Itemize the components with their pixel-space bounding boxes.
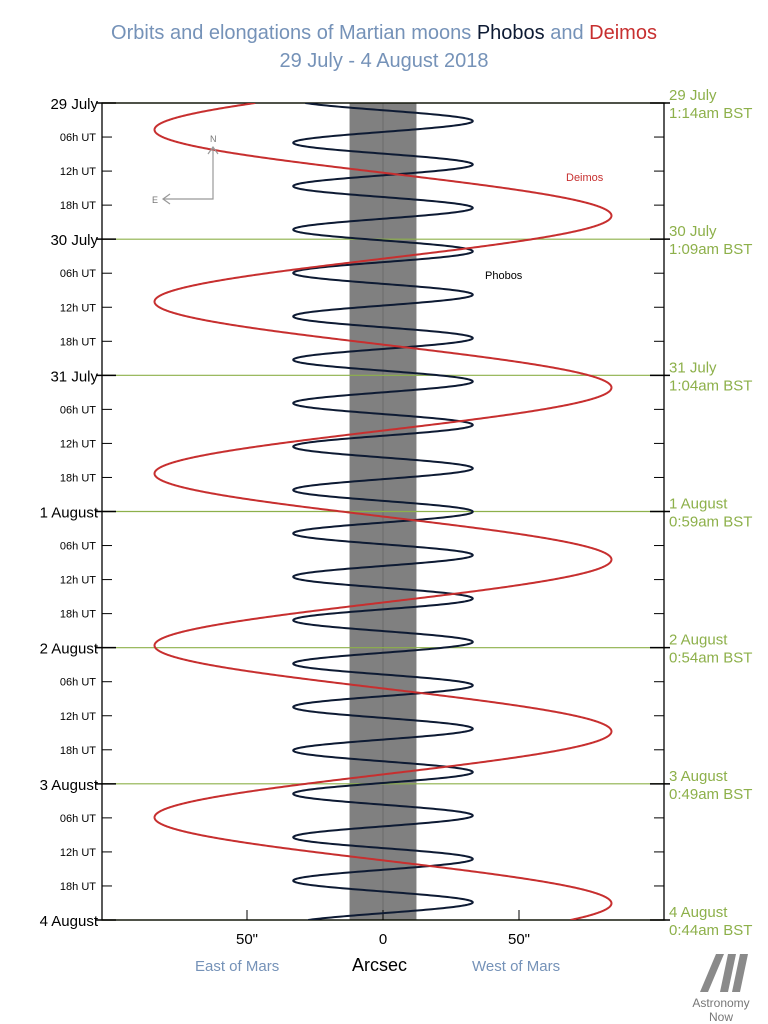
day-label: 2 August bbox=[40, 641, 99, 658]
x-tick-label: 50" bbox=[508, 931, 530, 948]
compass-arms bbox=[163, 147, 214, 200]
hour-label: 12h UT bbox=[60, 166, 96, 178]
title-and: and bbox=[550, 22, 584, 44]
transit-time-label: 0:44am BST bbox=[669, 922, 752, 939]
hour-label: 06h UT bbox=[60, 813, 96, 825]
transit-date-label: 1 August bbox=[669, 496, 728, 513]
transit-time-label: 0:59am BST bbox=[669, 514, 752, 531]
hour-label: 12h UT bbox=[60, 438, 96, 450]
day-label: 1 August bbox=[40, 505, 99, 522]
compass-north-label: N bbox=[210, 134, 217, 144]
day-label: 4 August bbox=[40, 913, 99, 930]
hour-label: 12h UT bbox=[60, 711, 96, 723]
transit-date-label: 2 August bbox=[669, 632, 728, 649]
day-label: 31 July bbox=[50, 368, 98, 385]
west-of-mars-label: West of Mars bbox=[472, 958, 561, 975]
transit-date-label: 31 July bbox=[669, 359, 717, 376]
transit-date-label: 4 August bbox=[669, 904, 728, 921]
chart-title: Orbits and elongations of Martian moons … bbox=[0, 22, 768, 45]
logo-line2: Now bbox=[708, 1010, 733, 1024]
transit-date-label: 30 July bbox=[669, 223, 717, 240]
deimos-label: Deimos bbox=[566, 172, 604, 184]
hour-label: 06h UT bbox=[60, 677, 96, 689]
hour-label: 18h UT bbox=[60, 745, 96, 757]
transit-time-label: 0:54am BST bbox=[669, 650, 752, 667]
transit-time-label: 1:14am BST bbox=[669, 105, 752, 122]
compass-north-arrow bbox=[207, 145, 219, 155]
astronomy-now-logo: Astronomy Now bbox=[676, 950, 766, 1024]
hour-label: 12h UT bbox=[60, 847, 96, 859]
compass-east-label: E bbox=[152, 195, 158, 205]
east-of-mars-label: East of Mars bbox=[195, 958, 280, 975]
day-label: 3 August bbox=[40, 777, 99, 794]
hour-label: 18h UT bbox=[60, 200, 96, 212]
hour-label: 18h UT bbox=[60, 609, 96, 621]
x-tick-label: 50" bbox=[236, 931, 258, 948]
hour-label: 06h UT bbox=[60, 541, 96, 553]
transit-date-label: 29 July bbox=[669, 87, 717, 104]
hour-label: 18h UT bbox=[60, 472, 96, 484]
title-deimos: Deimos bbox=[589, 22, 657, 44]
hour-label: 06h UT bbox=[60, 132, 96, 144]
hour-label: 12h UT bbox=[60, 302, 96, 314]
title-phobos: Phobos bbox=[476, 22, 545, 44]
hour-label: 12h UT bbox=[60, 575, 96, 587]
x-tick-label: 0 bbox=[379, 931, 387, 948]
deimos-orbit-line bbox=[153, 103, 613, 920]
transit-time-label: 0:49am BST bbox=[669, 786, 752, 803]
x-axis-label: Arcsec bbox=[352, 955, 408, 975]
transit-time-label: 1:09am BST bbox=[669, 241, 752, 258]
hour-label: 06h UT bbox=[60, 268, 96, 280]
day-label: 30 July bbox=[50, 232, 98, 249]
hour-label: 06h UT bbox=[60, 404, 96, 416]
hour-label: 18h UT bbox=[60, 881, 96, 893]
phobos-label: Phobos bbox=[485, 270, 523, 282]
chart-subtitle: 29 July - 4 August 2018 bbox=[279, 50, 489, 72]
transit-time-label: 1:04am BST bbox=[669, 377, 752, 394]
day-label: 29 July bbox=[50, 96, 98, 113]
logo-line1: Astronomy bbox=[692, 996, 750, 1010]
phobos-orbit-line bbox=[292, 103, 474, 920]
compass-east-arrow bbox=[161, 193, 171, 205]
transit-date-label: 3 August bbox=[669, 768, 728, 785]
hour-label: 18h UT bbox=[60, 336, 96, 348]
astronomy-now-mark-icon bbox=[700, 954, 748, 992]
title-prefix: Orbits and elongations of Martian moons bbox=[111, 22, 472, 44]
